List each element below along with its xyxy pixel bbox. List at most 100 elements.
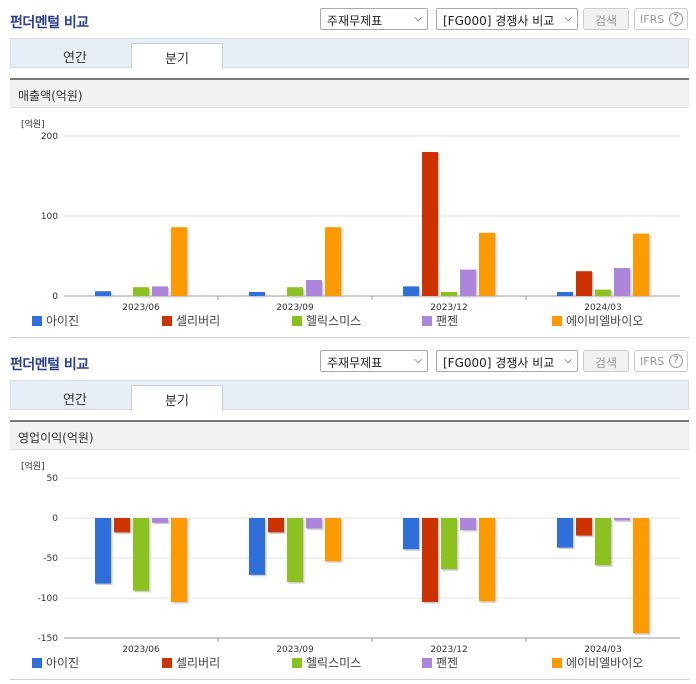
peer-select[interactable]: [FG000] 경쟁사 비교 ⌵ xyxy=(436,8,578,30)
panel-header: 펀더멘털 비교 주재무제표 ⌵ [FG000] 경쟁사 비교 ⌵ 검색 IFRS… xyxy=(0,342,696,378)
y-tick-label: -50 xyxy=(43,554,58,564)
ifrs-label: IFRS xyxy=(640,13,665,26)
legend-label: 에이비엘바이오 xyxy=(566,314,644,328)
x-tick-label: 2023/09 xyxy=(276,645,314,654)
bar[interactable] xyxy=(95,518,111,584)
bar[interactable] xyxy=(422,152,438,296)
tab-annual[interactable]: 연간 xyxy=(63,51,87,66)
tab-quarterly[interactable]: 분기 xyxy=(131,43,223,69)
period-tabs: 연간 분기 xyxy=(10,38,689,69)
panel-title: 펀더멘털 비교 xyxy=(10,15,89,31)
bar[interactable] xyxy=(306,280,322,296)
x-tick-label: 2023/12 xyxy=(430,303,467,312)
divider xyxy=(10,337,689,338)
ifrs-label: IFRS xyxy=(640,355,665,368)
y-tick-label: 200 xyxy=(41,132,58,142)
x-tick-label: 2024/03 xyxy=(584,303,621,312)
tab-annual[interactable]: 연간 xyxy=(63,393,87,408)
statement-select-value: 주재무제표 xyxy=(327,14,383,28)
bar[interactable] xyxy=(325,227,341,296)
bar[interactable] xyxy=(249,292,265,296)
bar[interactable] xyxy=(614,518,630,521)
bar[interactable] xyxy=(614,268,630,296)
legend-label: 팬젠 xyxy=(436,314,459,328)
legend-item[interactable]: 아이진 xyxy=(32,312,79,329)
bar[interactable] xyxy=(171,518,187,602)
legend-swatch xyxy=(32,658,42,668)
legend-label: 셀리버리 xyxy=(176,314,221,328)
legend-item[interactable]: 에이비엘바이오 xyxy=(552,312,643,329)
bar[interactable] xyxy=(306,518,322,529)
legend-item[interactable]: 아이진 xyxy=(32,654,79,671)
bar[interactable] xyxy=(441,518,457,570)
chevron-down-icon: ⌵ xyxy=(564,13,572,24)
bar[interactable] xyxy=(171,227,187,296)
bar-shadow xyxy=(615,519,632,522)
bar[interactable] xyxy=(114,518,130,533)
legend-item[interactable]: 팬젠 xyxy=(422,312,458,329)
legend-item[interactable]: 헬릭스미스 xyxy=(292,654,361,671)
metric-header: 매출액(억원) xyxy=(10,78,689,108)
legend-label: 헬릭스미스 xyxy=(306,314,362,328)
search-button[interactable]: 검색 xyxy=(583,8,629,30)
legend-item[interactable]: 에이비엘바이오 xyxy=(552,654,643,671)
y-tick-label: 50 xyxy=(47,474,59,484)
ifrs-button[interactable]: IFRS ? xyxy=(634,8,688,30)
legend-swatch xyxy=(292,316,302,326)
chevron-down-icon: ⌵ xyxy=(414,355,422,366)
peer-select-value: [FG000] 경쟁사 비교 xyxy=(443,14,555,28)
bar[interactable] xyxy=(576,518,592,536)
bar[interactable] xyxy=(403,518,419,550)
x-tick-label: 2023/12 xyxy=(430,645,467,654)
bar[interactable] xyxy=(441,292,457,296)
bar[interactable] xyxy=(325,518,341,562)
divider xyxy=(10,679,689,680)
statement-select[interactable]: 주재무제표 ⌵ xyxy=(320,8,428,30)
bar[interactable] xyxy=(249,518,265,575)
bar[interactable] xyxy=(633,518,649,634)
legend-swatch xyxy=(552,658,562,668)
bar[interactable] xyxy=(152,286,168,296)
search-button[interactable]: 검색 xyxy=(583,350,629,372)
bar[interactable] xyxy=(557,292,573,296)
legend-item[interactable]: 팬젠 xyxy=(422,654,458,671)
legend-item[interactable]: 셀리버리 xyxy=(162,312,220,329)
period-tabs: 연간 분기 xyxy=(10,380,689,411)
bar[interactable] xyxy=(633,233,649,296)
bar[interactable] xyxy=(479,518,495,602)
legend-label: 팬젠 xyxy=(436,656,459,670)
tab-quarterly[interactable]: 분기 xyxy=(131,385,223,411)
operating-profit-chart: 50 0 -50 -100 -150 2023/06 2023/09 2023/12 2024/… xyxy=(38,474,680,654)
bar[interactable] xyxy=(287,518,303,582)
legend-swatch xyxy=(422,316,432,326)
y-tick-label: -150 xyxy=(38,634,59,644)
y-tick-label: -100 xyxy=(38,594,59,604)
bar[interactable] xyxy=(133,518,149,591)
ifrs-button[interactable]: IFRS ? xyxy=(634,350,688,372)
bar[interactable] xyxy=(133,287,149,296)
legend-item[interactable]: 헬릭스미스 xyxy=(292,312,361,329)
bar[interactable] xyxy=(576,271,592,296)
bar[interactable] xyxy=(95,291,111,296)
revenue-chart: 0 100 200 2023/06 2023/09 2023/12 2024/03 xyxy=(41,132,680,312)
legend-item[interactable]: 셀리버리 xyxy=(162,654,220,671)
bar[interactable] xyxy=(268,518,284,533)
bar[interactable] xyxy=(460,269,476,296)
bar[interactable] xyxy=(595,518,611,566)
bar[interactable] xyxy=(422,518,438,602)
bar[interactable] xyxy=(460,518,476,530)
statement-select[interactable]: 주재무제표 ⌵ xyxy=(320,350,428,372)
legend-label: 셀리버리 xyxy=(176,656,221,670)
x-tick-label: 2024/03 xyxy=(584,645,621,654)
bar[interactable] xyxy=(152,518,168,523)
statement-select-value: 주재무제표 xyxy=(327,356,383,370)
bar[interactable] xyxy=(595,289,611,296)
legend-swatch xyxy=(162,316,172,326)
bar[interactable] xyxy=(403,286,419,296)
bar[interactable] xyxy=(287,287,303,296)
peer-select[interactable]: [FG000] 경쟁사 비교 ⌵ xyxy=(436,350,578,372)
y-tick-label: 100 xyxy=(41,212,58,222)
bar[interactable] xyxy=(479,232,495,296)
peer-select-value: [FG000] 경쟁사 비교 xyxy=(443,356,555,370)
bar[interactable] xyxy=(557,518,573,548)
